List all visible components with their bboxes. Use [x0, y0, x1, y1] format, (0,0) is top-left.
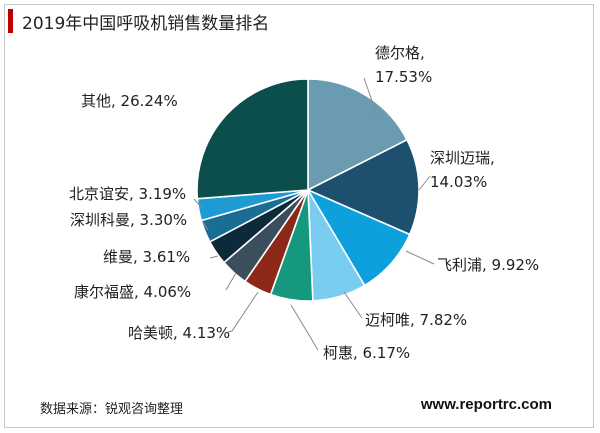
slice-label: 康尔福盛, 4.06% [74, 283, 191, 301]
leader-line [418, 175, 431, 191]
data-source-note: 数据来源：锐观咨询整理 [40, 402, 184, 417]
pie-slice [196, 78, 309, 200]
leader-line [225, 272, 237, 291]
leader-line [405, 250, 435, 265]
slice-label: 迈柯唯, 7.82% [365, 311, 467, 329]
slice-label: 深圳迈瑞, 14.03% [430, 149, 495, 191]
leader-line [290, 304, 319, 351]
leader-line [202, 221, 209, 231]
pie-slice [306, 138, 420, 236]
slice-label: 哈美顿, 4.13% [128, 324, 230, 342]
leader-line [363, 77, 379, 119]
leader-line [343, 291, 363, 319]
chart-title: 2019年中国呼吸机销售数量排名 [22, 13, 270, 34]
chart-title-block: 2019年中国呼吸机销售数量排名 [8, 8, 269, 34]
slice-label: 深圳科曼, 3.30% [70, 211, 187, 229]
leader-line [193, 198, 203, 209]
website-label: www.reportrc.com [420, 396, 552, 413]
title-accent-bar [8, 9, 13, 33]
slice-label: 其他, 26.24% [81, 92, 178, 110]
slice-label: 德尔格, 17.53% [375, 44, 432, 86]
leader-line [227, 291, 259, 333]
slice-label: 柯惠, 6.17% [323, 344, 410, 362]
slice-label: 维曼, 3.61% [103, 248, 190, 266]
leader-line [209, 255, 219, 259]
slice-label: 北京谊安, 3.19% [69, 185, 186, 203]
slice-label: 飞利浦, 9.92% [437, 256, 539, 274]
pie-slice [307, 78, 409, 192]
